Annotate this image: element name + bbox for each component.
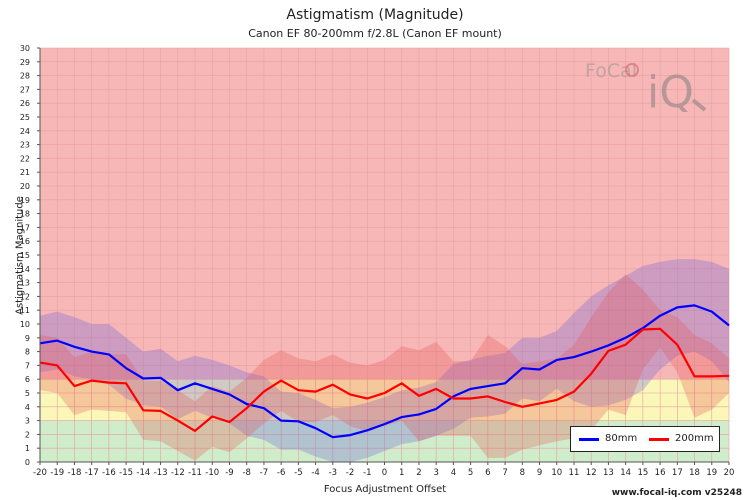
x-tick-label: 9: [537, 468, 542, 478]
x-tick-label: 15: [637, 468, 648, 478]
y-tick-label: 7: [25, 361, 30, 370]
y-tick-label: 12: [20, 292, 30, 301]
y-tick-label: 9: [25, 334, 30, 343]
x-tick-label: 1: [399, 468, 404, 478]
y-tick-label: 18: [20, 210, 30, 219]
y-tick-label: 17: [20, 223, 30, 232]
x-tick-label: -5: [294, 468, 302, 478]
logo-text-bottom: iQ: [647, 67, 694, 112]
x-tick-label: -12: [171, 468, 185, 478]
chart-subtitle: Canon EF 80-200mm f/2.8L (Canon EF mount…: [248, 27, 502, 40]
y-tick-label: 24: [20, 127, 30, 136]
y-axis-label: Astigmatism Magnitude: [14, 196, 26, 315]
x-tick-label: -18: [68, 468, 82, 478]
x-tick-label: -13: [154, 468, 168, 478]
x-tick-label: 7: [502, 468, 507, 478]
x-tick-label: -14: [136, 468, 150, 478]
series-bands: [40, 259, 729, 462]
x-tick-label: -6: [277, 468, 285, 478]
y-tick-label: 16: [20, 237, 30, 246]
x-tick-label: -11: [188, 468, 202, 478]
y-tick-label: 27: [20, 85, 30, 94]
x-tick-label: 20: [724, 468, 735, 478]
x-tick-label: -17: [85, 468, 99, 478]
x-axis-label: Focus Adjustment Offset: [323, 484, 447, 495]
x-tick-label: -1: [363, 468, 371, 478]
legend-swatch-200mm: [649, 438, 669, 441]
x-tick-label: 5: [468, 468, 473, 478]
y-tick-label: 1: [25, 444, 30, 453]
x-tick-label: 2: [416, 468, 421, 478]
x-tick-label: 18: [689, 468, 700, 478]
x-tick-label: -16: [102, 468, 116, 478]
x-tick-label: 16: [655, 468, 666, 478]
x-tick-label: -7: [260, 468, 268, 478]
y-tick-label: 29: [20, 58, 30, 67]
x-tick-label: 6: [485, 468, 490, 478]
y-tick-label: 25: [20, 113, 30, 122]
x-tick-label: 8: [520, 468, 525, 478]
y-tick-label: 28: [20, 72, 30, 81]
legend-swatch-80mm: [579, 438, 599, 441]
legend-label-200mm: 200mm: [675, 433, 714, 444]
chart-legend: 80mm 200mm: [570, 426, 720, 452]
x-tick-label: -3: [329, 468, 337, 478]
x-tick-label: -8: [242, 468, 250, 478]
x-tick-label: 13: [603, 468, 614, 478]
y-tick-label: 0: [25, 458, 30, 467]
x-tick-label: -20: [33, 468, 47, 478]
y-tick-label: 13: [20, 279, 30, 288]
band-200mm: [40, 274, 729, 461]
x-tick-label: -4: [311, 468, 319, 478]
x-tick-label: 19: [706, 468, 717, 478]
y-tick-label: 22: [20, 154, 30, 163]
x-tick-label: 0: [382, 468, 387, 478]
tick-labels: -20 -19 -18 -17 -16 -15 -14 -13 -12 -11 -10 -9 -8 -7-…: [20, 44, 735, 478]
x-tick-label: 3: [433, 468, 438, 478]
y-tick-label: 21: [20, 168, 30, 177]
y-tick-label: 5: [25, 389, 30, 398]
y-tick-label: 10: [20, 320, 30, 329]
y-tick-label: 15: [20, 251, 30, 260]
x-tick-label: 11: [569, 468, 580, 478]
series-lines: [39, 304, 730, 439]
chart-title: Astigmatism (Magnitude): [286, 7, 464, 23]
legend-label-80mm: 80mm: [605, 433, 638, 444]
x-tick-label: 4: [451, 468, 456, 478]
x-tick-label: -10: [205, 468, 219, 478]
y-tick-label: 20: [20, 182, 30, 191]
y-tick-label: 8: [25, 348, 30, 357]
x-tick-label: 12: [586, 468, 597, 478]
y-tick-label: 14: [20, 265, 30, 274]
y-tick-label: 2: [25, 430, 30, 439]
y-tick-label: 19: [20, 196, 30, 205]
y-tick-label: 30: [20, 44, 30, 53]
y-tick-label: 6: [25, 375, 30, 384]
x-tick-label: -9: [225, 468, 233, 478]
logo-text-top: FoCal: [585, 60, 637, 82]
x-tick-label: 10: [551, 468, 562, 478]
y-tick-label: 26: [20, 99, 30, 108]
y-tick-label: 3: [25, 417, 30, 426]
y-tick-label: 11: [20, 306, 30, 315]
y-tick-label: 23: [20, 141, 30, 150]
x-tick-label: -2: [346, 468, 354, 478]
watermark: www.focal-iq.com v25248: [611, 488, 742, 498]
x-tick-label: 17: [672, 468, 683, 478]
x-tick-label: -15: [119, 468, 133, 478]
focal-iq-logo: FoCal iQ: [585, 57, 710, 118]
band-80mm: [40, 259, 729, 462]
y-tick-label: 4: [25, 403, 30, 412]
x-tick-label: -19: [50, 468, 64, 478]
x-tick-label: 14: [620, 468, 631, 478]
